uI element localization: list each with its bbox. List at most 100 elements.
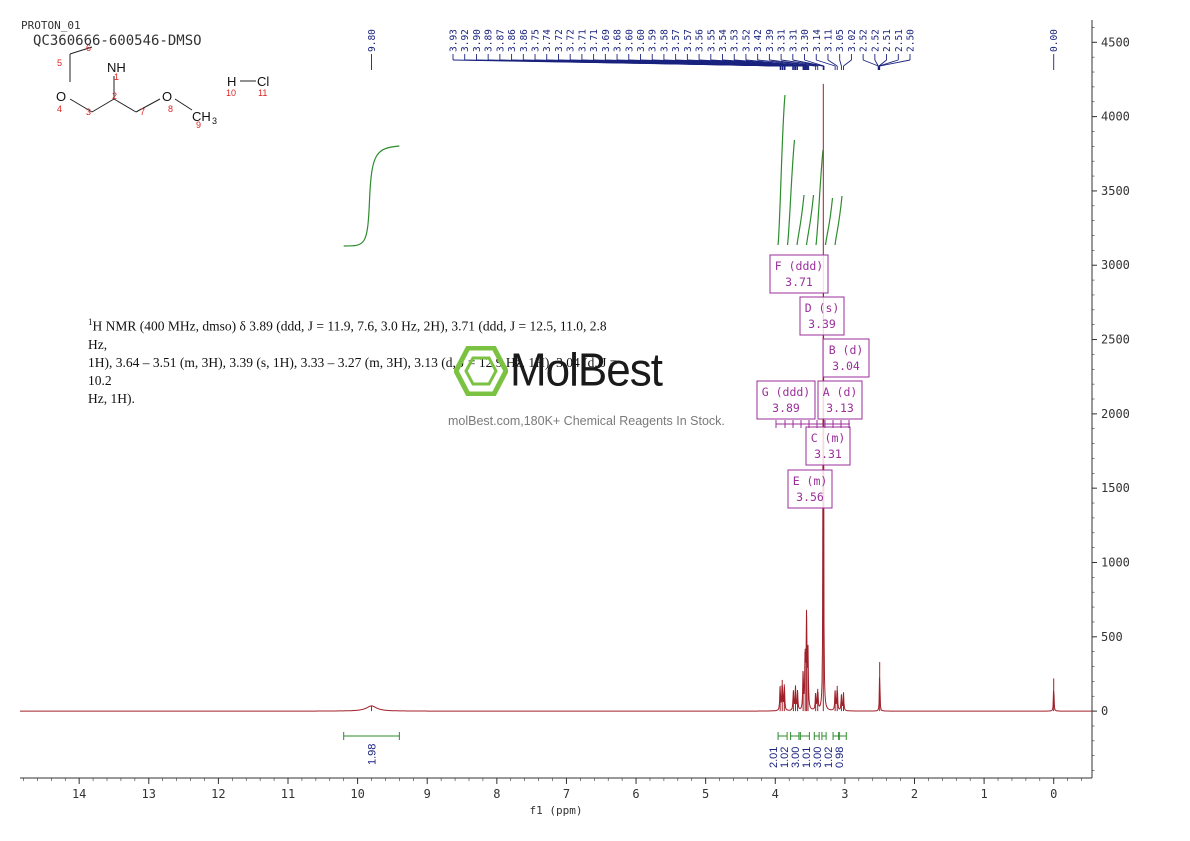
peak-label: 2.50 <box>906 29 917 52</box>
y-tick-label: 3500 <box>1101 184 1130 198</box>
integral-value: 2.01 <box>768 747 780 768</box>
integral-value: 1.98 <box>367 744 379 765</box>
peak-label: 3.93 <box>449 29 460 52</box>
peak-label: 3.57 <box>683 29 694 52</box>
multiplet-label: G (ddd) <box>762 385 810 399</box>
multiplet-box <box>756 380 816 420</box>
peak-label: 3.90 <box>472 29 483 52</box>
integral-value: 3.00 <box>790 747 802 768</box>
y-tick-label: 0 <box>1101 704 1108 718</box>
peak-label: 3.54 <box>718 29 729 52</box>
multiplet-box <box>805 426 851 466</box>
integral-value: 0.98 <box>834 747 846 768</box>
peak-leader <box>827 59 838 67</box>
peak-label: 3.72 <box>566 29 577 52</box>
integral-curves <box>343 94 843 247</box>
atom-h: H <box>227 74 236 89</box>
multiplet-value: 3.71 <box>785 275 813 289</box>
description-line1: J = 11.9, 7.6, 3.0 Hz, 2H), 3.71 (ddd, J… <box>88 318 607 352</box>
peak-label: 3.52 <box>741 29 752 52</box>
peak-label: 3.56 <box>695 29 706 52</box>
x-tick-label: 11 <box>281 787 295 801</box>
atom-cl: Cl <box>257 74 269 89</box>
y-tick-label: 3000 <box>1101 258 1130 272</box>
peak-leader <box>769 59 818 67</box>
x-tick-label: 14 <box>72 787 86 801</box>
peak-label: 3.72 <box>554 29 565 52</box>
sample-name: QC360666-600546-DMSO <box>33 33 202 49</box>
multiplet-box <box>787 469 833 509</box>
atom-number-3: 3 <box>86 107 91 117</box>
peak-label: 3.02 <box>847 29 858 52</box>
peak-leader <box>839 59 842 67</box>
integral-curve <box>815 149 824 246</box>
peak-leader <box>816 59 836 67</box>
multiplet-label: E (m) <box>793 474 828 488</box>
x-tick-label: 2 <box>911 787 918 801</box>
nmr-description: 1H NMR (400 MHz, dmso) δ 3.89 (ddd, J = … <box>88 313 628 408</box>
x-tick-label: 1 <box>980 787 987 801</box>
axes: 14 13 12 11 10 9 8 7 6 5 4 3 2 1 005001000150020002500… <box>20 20 1130 801</box>
peak-label: 3.68 <box>613 29 624 52</box>
atom-o-ether: O <box>162 89 172 104</box>
integral-curve <box>834 195 843 246</box>
watermark-tagline: molBest.com,180K+ Chemical Reagents In S… <box>448 414 725 428</box>
peak-label: 3.86 <box>519 29 530 52</box>
atom-number-2: 2 <box>112 91 117 101</box>
integral-value: 3.00 <box>812 747 824 768</box>
multiplet-box <box>822 338 870 378</box>
integral-value: 1.02 <box>823 747 835 768</box>
peak-label: 3.39 <box>765 29 776 52</box>
peak-label: 3.05 <box>835 29 846 52</box>
integral-curve <box>777 94 786 246</box>
multiplet-box <box>817 380 863 420</box>
integral-bars: 1.98 2.01 1.02 3.00 1.01 3.00 1.02 0.98 <box>343 732 847 768</box>
peak-leader <box>878 59 887 67</box>
multiplet-box <box>799 296 845 336</box>
peak-leader <box>792 59 824 67</box>
peak-leader <box>874 59 879 67</box>
atom-number-5: 5 <box>57 58 62 68</box>
multiplet-boxes: F (ddd) 3.71 D (s) 3.39 B (d) 3.04 G (ddd) 3.89… <box>756 254 870 509</box>
integral-curve <box>786 139 796 246</box>
y-tick-label: 500 <box>1101 630 1123 644</box>
multiplet-value: 3.89 <box>772 401 800 415</box>
molecule-structure: NH O O CH 3 H Cl 1 2 3 4 5 6 7 8 9 10 11 <box>56 43 269 130</box>
peak-label: 3.30 <box>800 29 811 52</box>
x-tick-label: 5 <box>702 787 709 801</box>
atom-nh: NH <box>107 60 126 75</box>
atom-ch3-subscript: 3 <box>212 116 217 126</box>
peak-leader <box>745 59 809 67</box>
peak-label: 2.52 <box>870 29 881 52</box>
x-tick-label: 12 <box>211 787 225 801</box>
multiplet-value: 3.04 <box>832 359 860 373</box>
peak-leader <box>804 59 825 67</box>
watermark-brand: MolBest <box>510 344 663 397</box>
peak-label-group: 9.80 3.93 3.92 3.90 3.89 3.87 3.86 3.86 3.75 3.74… <box>367 29 1060 70</box>
peak-label: 3.31 <box>777 29 788 52</box>
atom-number-7: 7 <box>140 107 145 117</box>
peak-label: 2.51 <box>894 29 905 52</box>
peak-label: 3.60 <box>636 29 647 52</box>
peak-label: 3.89 <box>484 29 495 52</box>
peak-label: 3.74 <box>542 29 553 52</box>
description-line1-pre: H NMR (400 MHz, dmso) δ 3.89 (ddd, <box>92 318 308 334</box>
multiplet-value: 3.13 <box>826 401 854 415</box>
y-tick-label: 4000 <box>1101 110 1130 124</box>
multiplet-value: 3.56 <box>796 490 824 504</box>
x-tick-label: 6 <box>632 787 639 801</box>
peak-label: 3.42 <box>753 29 764 52</box>
description-superscript: 1 <box>88 317 93 327</box>
multiplet-value: 3.39 <box>808 317 836 331</box>
atom-number-6: 6 <box>86 43 91 53</box>
x-tick-label: 8 <box>493 787 500 801</box>
multiplet-value: 3.31 <box>814 447 842 461</box>
peak-label: 3.87 <box>495 29 506 52</box>
molbest-logo-icon <box>454 346 508 396</box>
atom-number-10: 10 <box>226 88 236 98</box>
integral-curve <box>824 197 834 246</box>
peak-label: 3.31 <box>788 29 799 52</box>
peak-label: 3.58 <box>659 29 670 52</box>
peak-label: 3.53 <box>730 29 741 52</box>
